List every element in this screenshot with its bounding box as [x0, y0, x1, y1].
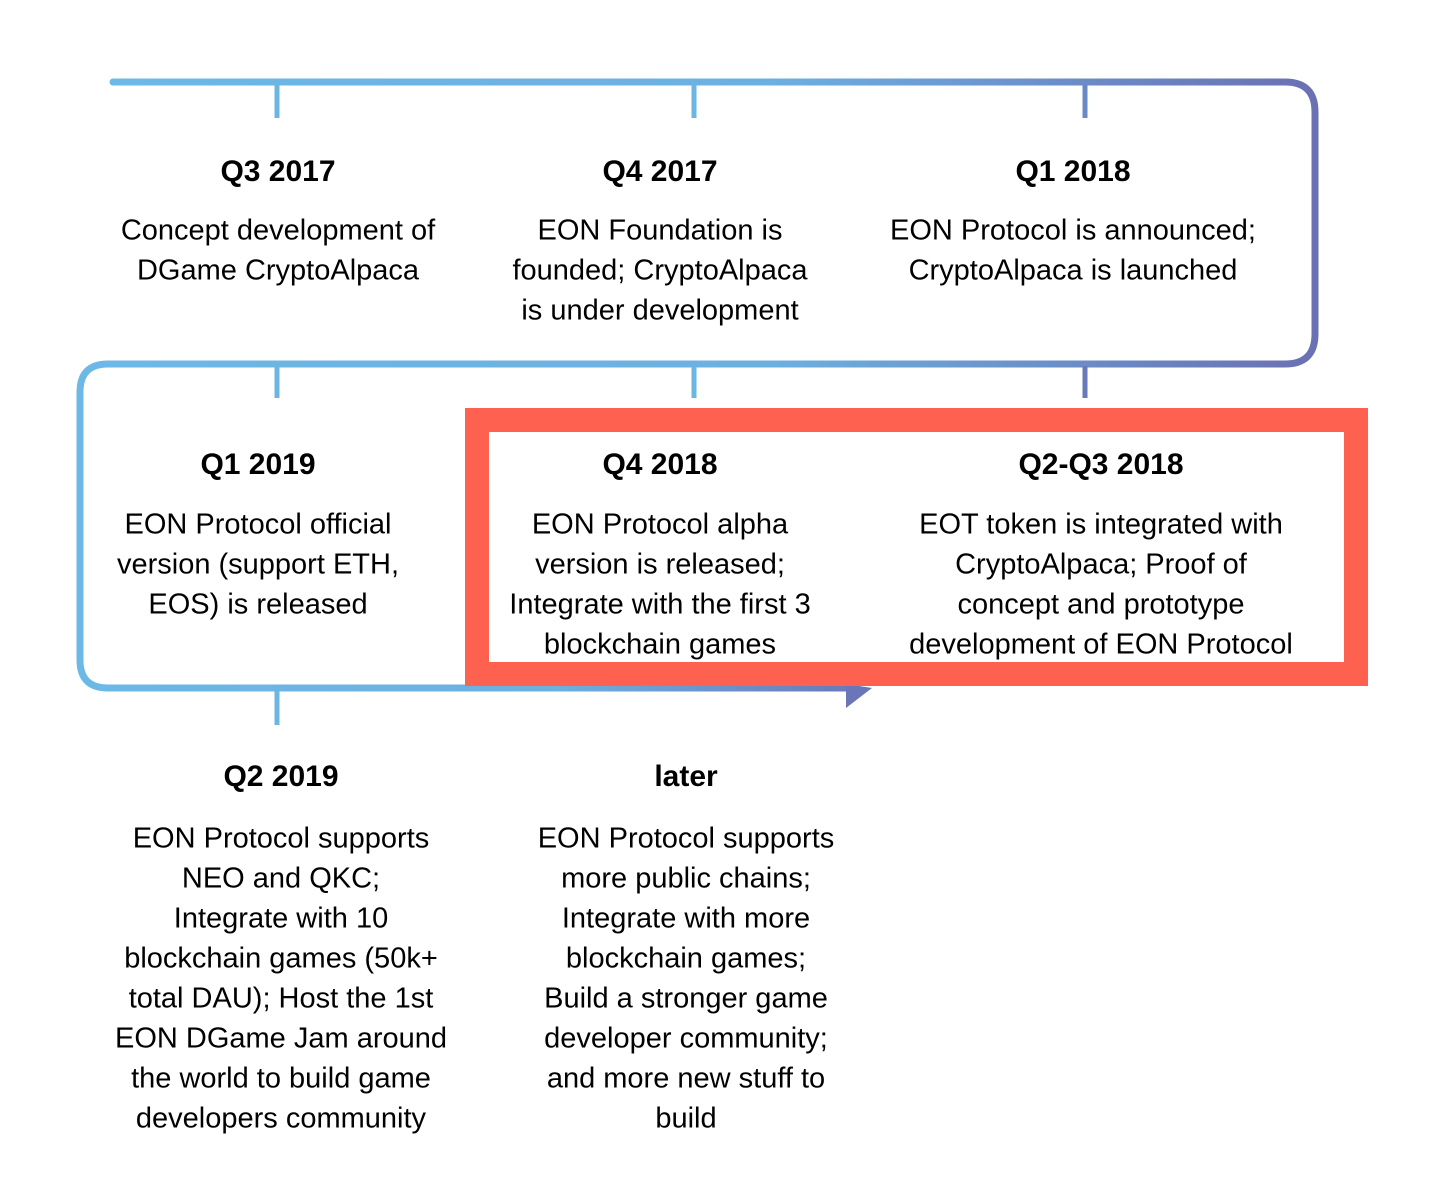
milestone-text: Integrate with the first 3	[509, 589, 810, 621]
milestone-text: Build a stronger game	[544, 983, 828, 1015]
milestone-text: version (support ETH,	[117, 549, 399, 581]
milestone-title: later	[654, 760, 718, 793]
milestone-text: the world to build game	[131, 1063, 431, 1095]
milestone-text: Integrate with 10	[174, 903, 388, 935]
ticks	[274, 84, 1088, 725]
milestone-text: blockchain games (50k+	[124, 943, 438, 975]
milestone-text: blockchain games	[544, 629, 776, 661]
labels: Q3 2017 Concept development of DGame Crypt…	[115, 155, 1293, 1135]
milestone-text: DGame CryptoAlpaca	[137, 255, 420, 287]
milestone-title: Q1 2019	[200, 448, 315, 481]
milestone-text: developers community	[136, 1103, 427, 1135]
milestone-text: version is released;	[535, 549, 785, 581]
milestone-text: founded; CryptoAlpaca	[512, 255, 808, 287]
highlight-box	[465, 408, 1368, 686]
milestone-text: EON Protocol is announced;	[890, 215, 1256, 247]
milestone-text: EON Protocol alpha	[532, 509, 789, 541]
milestone-text: EON Protocol supports	[538, 823, 835, 855]
milestone-title: Q3 2017	[220, 155, 335, 188]
timeline-path	[76, 78, 1319, 692]
milestone-title: Q4 2017	[602, 155, 717, 188]
milestone-title: Q2-Q3 2018	[1018, 448, 1183, 481]
milestone-text: EON DGame Jam around	[115, 1023, 447, 1055]
milestone-text: Concept development of	[121, 215, 436, 247]
milestone-text: build	[655, 1103, 716, 1135]
milestone-title: Q2 2019	[223, 760, 338, 793]
milestone-text: EON Foundation is	[537, 215, 782, 247]
milestone-text: blockchain games;	[566, 943, 806, 975]
arrowhead	[846, 684, 872, 708]
milestone-text: total DAU); Host the 1st	[129, 983, 434, 1015]
milestone-text: development of EON Protocol	[909, 629, 1293, 661]
milestone-text: EOS) is released	[148, 589, 367, 621]
milestone-text: CryptoAlpaca; Proof of	[955, 549, 1248, 581]
milestone-text: EON Protocol supports	[133, 823, 430, 855]
milestone-text: EOT token is integrated with	[919, 509, 1283, 541]
milestone-text: concept and prototype	[958, 589, 1245, 621]
milestone-text: more public chains;	[561, 863, 811, 895]
milestone-text: developer community;	[544, 1023, 828, 1055]
milestone-text: Integrate with more	[562, 903, 810, 935]
milestone-title: Q1 2018	[1015, 155, 1130, 188]
milestone-text: EON Protocol official	[124, 509, 391, 541]
milestone-text: and more new stuff to	[547, 1063, 825, 1095]
milestone-title: Q4 2018	[602, 448, 717, 481]
milestone-text: is under development	[521, 295, 798, 327]
milestone-text: NEO and QKC;	[182, 863, 380, 895]
milestone-text: CryptoAlpaca is launched	[909, 255, 1238, 287]
